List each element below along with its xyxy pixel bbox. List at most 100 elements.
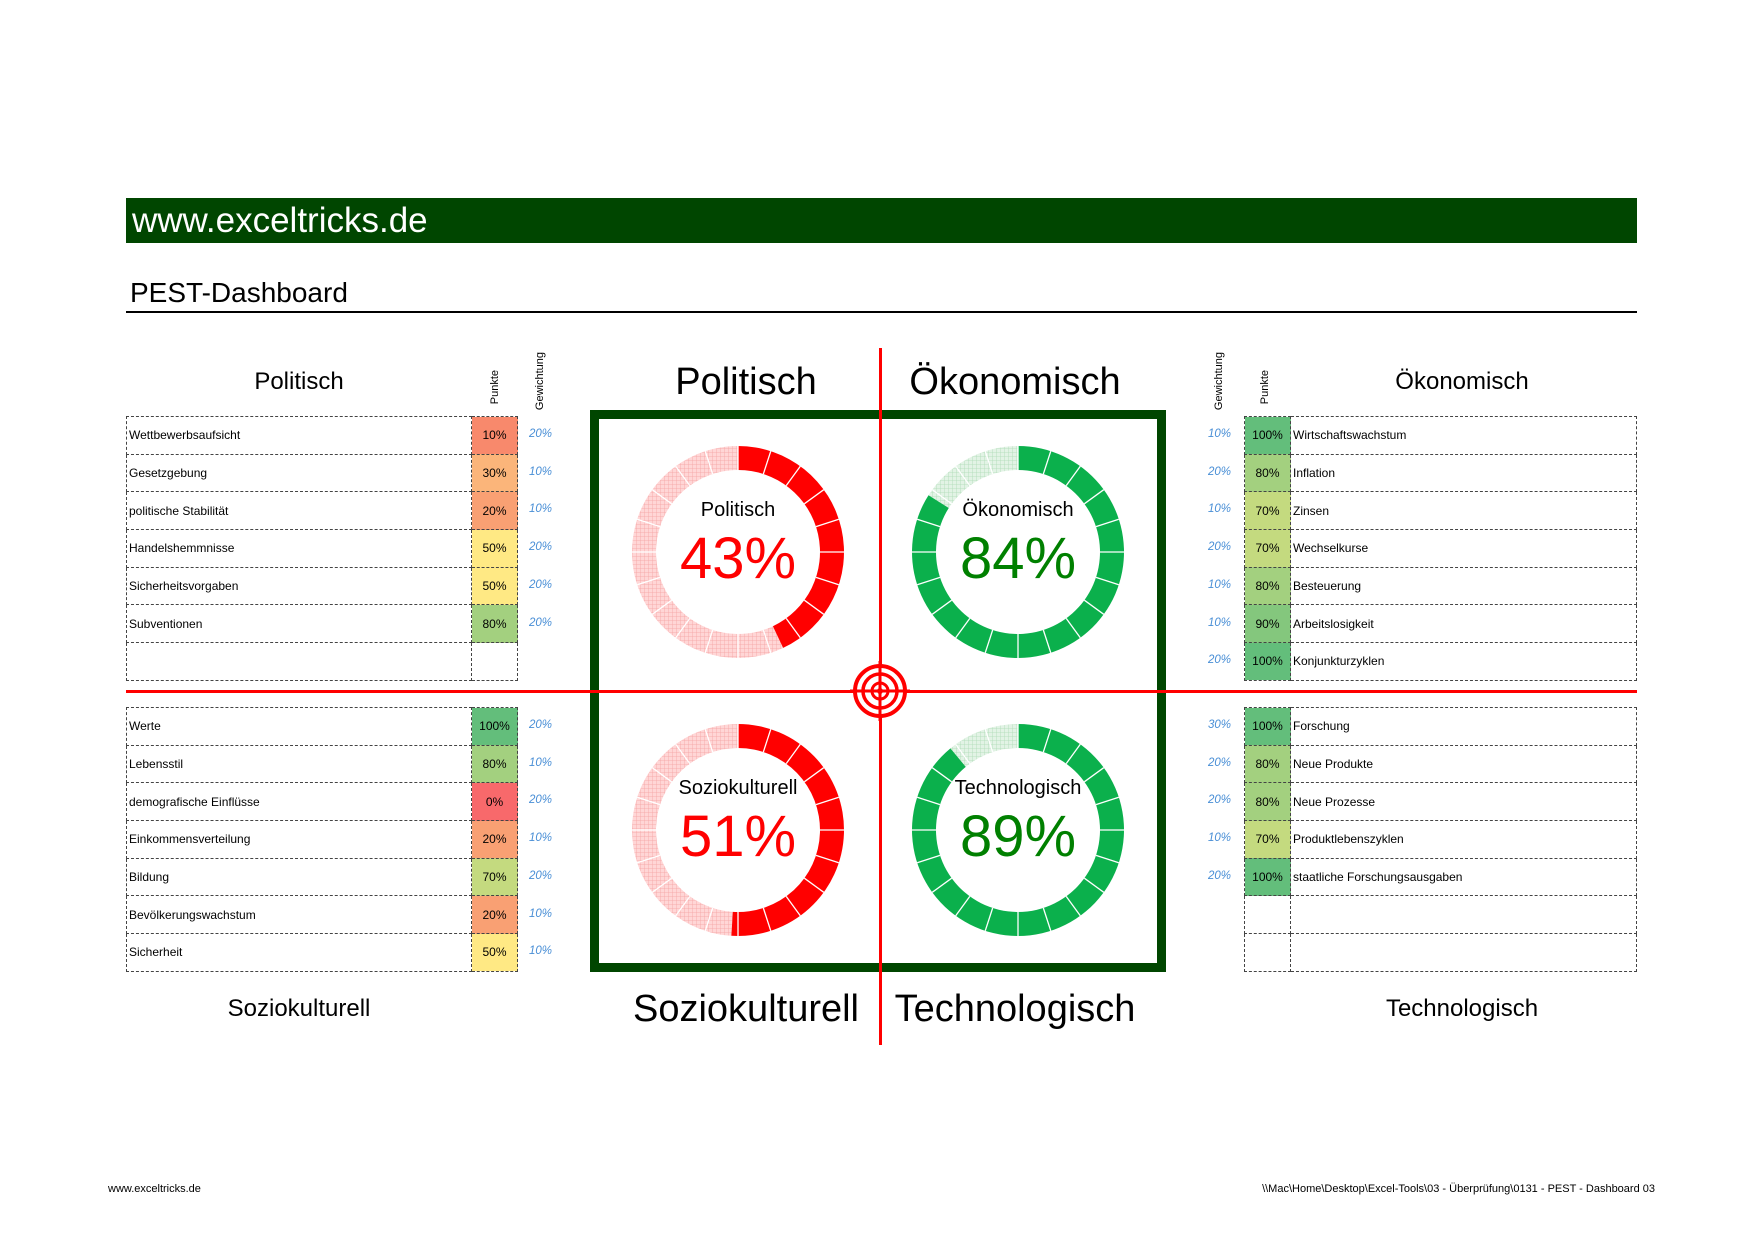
points-cell[interactable]: 20% <box>471 820 518 859</box>
points-cell[interactable]: 50% <box>471 566 518 606</box>
weight-value[interactable]: 10% <box>1208 832 1232 845</box>
weight-value[interactable]: 20% <box>529 794 553 807</box>
factor-label[interactable]: Handelshemmnisse <box>126 529 472 568</box>
weight-value[interactable]: 10% <box>1208 578 1232 591</box>
weight-value[interactable]: 10% <box>529 503 553 516</box>
points-cell[interactable]: 70% <box>1244 820 1291 859</box>
points-cell[interactable]: 100% <box>1244 707 1291 746</box>
factor-label[interactable]: Produktlebenszyklen <box>1290 820 1637 859</box>
points-cell[interactable] <box>471 642 518 681</box>
donut-segment-divider <box>931 599 953 615</box>
weight-value[interactable]: 20% <box>529 616 553 629</box>
points-cell[interactable]: 20% <box>471 491 518 531</box>
weight-value[interactable]: 10% <box>1208 616 1232 629</box>
factor-label[interactable]: Bevölkerungswachstum <box>126 895 472 935</box>
points-cell[interactable]: 30% <box>471 453 518 493</box>
factor-label[interactable]: Bildung <box>126 857 472 897</box>
donut-segment-divider <box>803 767 825 783</box>
weight-value[interactable]: 10% <box>529 907 553 920</box>
factor-label[interactable]: Arbeitslosigkeit <box>1290 604 1637 644</box>
weight-value[interactable]: 10% <box>1208 428 1232 440</box>
donut-segment-divider <box>1065 465 1081 487</box>
points-cell[interactable]: 90% <box>1244 604 1291 644</box>
factor-label[interactable]: Sicherheitsvorgaben <box>126 566 472 606</box>
factor-label[interactable]: Subventionen <box>126 604 472 644</box>
weight-value[interactable]: 20% <box>1208 654 1232 667</box>
points-cell[interactable]: 0% <box>471 782 518 822</box>
donut-segment-divider <box>1095 796 1120 806</box>
donut-segment-divider <box>1083 877 1105 893</box>
points-cell[interactable]: 80% <box>1244 782 1291 822</box>
weight-value[interactable]: 20% <box>1208 869 1232 882</box>
points-cell[interactable]: 100% <box>471 707 518 746</box>
donut-segment-divider <box>955 617 971 639</box>
weight-value[interactable]: 20% <box>529 578 553 591</box>
donut-segment-divider <box>762 450 772 475</box>
factor-label[interactable]: politische Stabilität <box>126 491 472 531</box>
points-cell[interactable]: 80% <box>1244 744 1291 784</box>
table-row <box>1244 933 1637 972</box>
donut-segment-divider <box>815 576 840 586</box>
weight-value[interactable]: 10% <box>1208 503 1232 516</box>
points-cell[interactable]: 70% <box>1244 491 1291 531</box>
points-cell[interactable]: 80% <box>1244 453 1291 493</box>
donut-segment-divider <box>675 617 691 639</box>
weight-value[interactable]: 30% <box>1208 719 1232 731</box>
points-cell[interactable]: 80% <box>471 604 518 644</box>
weight-value[interactable]: 10% <box>529 945 553 958</box>
factor-label[interactable]: Besteuerung <box>1290 566 1637 606</box>
points-cell[interactable]: 70% <box>471 857 518 897</box>
points-cell[interactable]: 100% <box>1244 857 1291 897</box>
factor-label[interactable] <box>126 642 472 681</box>
technologisch-factor-table: 100% Forschung 80% Neue Produkte 80% Neue Pro… <box>1244 707 1637 972</box>
weight-value[interactable]: 10% <box>529 465 553 478</box>
factor-label[interactable]: Sicherheit <box>126 933 472 972</box>
factor-label[interactable] <box>1290 933 1637 972</box>
points-cell[interactable]: 100% <box>1244 642 1291 681</box>
table-row: 70% Wechselkurse <box>1244 529 1637 568</box>
factor-label[interactable]: Zinsen <box>1290 491 1637 531</box>
factor-label[interactable]: Inflation <box>1290 453 1637 493</box>
donut-segment-divider <box>931 767 953 783</box>
donut-segment-divider <box>931 877 953 893</box>
points-cell[interactable]: 100% <box>1244 416 1291 455</box>
points-cell[interactable]: 20% <box>471 895 518 935</box>
weight-value[interactable]: 20% <box>529 719 553 731</box>
donut-segment-divider <box>636 518 661 528</box>
weight-value[interactable]: 20% <box>1208 541 1232 554</box>
weight-value[interactable]: 20% <box>529 869 553 882</box>
factor-label[interactable]: Konjunkturzyklen <box>1290 642 1637 681</box>
weight-value[interactable]: 20% <box>1208 756 1232 769</box>
points-cell[interactable]: 80% <box>1244 566 1291 606</box>
factor-label[interactable]: Einkommensverteilung <box>126 820 472 859</box>
factor-label[interactable]: Neue Produkte <box>1290 744 1637 784</box>
weight-value[interactable]: 10% <box>529 832 553 845</box>
points-cell[interactable]: 50% <box>471 529 518 568</box>
weight-value[interactable]: 20% <box>1208 465 1232 478</box>
soziokulturell-score: 51% <box>679 804 797 869</box>
factor-label[interactable]: Neue Prozesse <box>1290 782 1637 822</box>
factor-label[interactable]: demografische Einflüsse <box>126 782 472 822</box>
points-cell[interactable]: 50% <box>471 933 518 972</box>
brand-link[interactable]: www.exceltricks.de <box>132 201 428 240</box>
donut-remaining-arc <box>632 446 784 658</box>
weight-value[interactable]: 10% <box>529 756 553 769</box>
soziokulturell-donut-label: Soziokulturell <box>678 777 798 799</box>
weight-value[interactable]: 20% <box>1208 794 1232 807</box>
weight-value[interactable]: 20% <box>529 428 553 440</box>
weight-value[interactable]: 20% <box>529 541 553 554</box>
factor-label[interactable]: Forschung <box>1290 707 1637 746</box>
factor-label[interactable] <box>1290 895 1637 935</box>
factor-label[interactable]: Lebensstil <box>126 744 472 784</box>
factor-label[interactable]: Wechselkurse <box>1290 529 1637 568</box>
donut-segment-divider <box>1083 599 1105 615</box>
factor-label[interactable]: staatliche Forschungsausgaben <box>1290 857 1637 897</box>
factor-label[interactable]: Wirtschaftswachstum <box>1290 416 1637 455</box>
points-cell[interactable]: 70% <box>1244 529 1291 568</box>
table-row: Gesetzgebung 30% <box>126 453 518 493</box>
points-cell[interactable]: 10% <box>471 416 518 455</box>
soziokulturell-donut <box>631 724 844 936</box>
points-cell[interactable]: 80% <box>471 744 518 784</box>
table-row: Werte 100% <box>126 707 518 746</box>
politisch-table-heading: Politisch <box>254 368 344 395</box>
